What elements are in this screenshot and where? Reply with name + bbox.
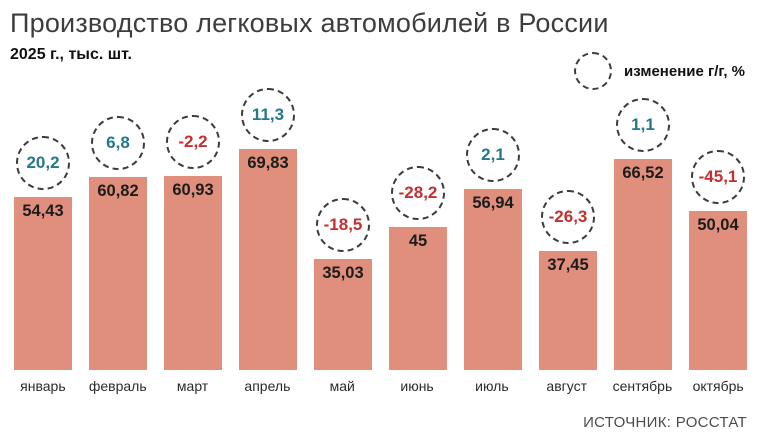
bar-column: 20,2 54,43 <box>14 88 72 370</box>
bar: 60,93 <box>164 176 222 370</box>
month-label: октябрь <box>692 378 744 394</box>
bar-column: -2,2 60,93 <box>164 88 222 370</box>
change-value-label: 6,8 <box>106 133 130 152</box>
change-value-label: 2,1 <box>481 145 505 164</box>
bar-value-label: 56,94 <box>472 194 514 212</box>
chart-subtitle: 2025 г., тыс. шт. <box>10 46 132 63</box>
change-bubble: 2,1 <box>466 128 520 182</box>
bar-column: -28,2 45 <box>389 88 447 370</box>
bar-value-label: 37,45 <box>547 256 589 274</box>
bar-value-label: 60,93 <box>172 181 214 199</box>
bar-value-label: 50,04 <box>697 216 739 234</box>
change-bubble: -18,5 <box>316 198 370 252</box>
month-label: июль <box>475 378 509 394</box>
dashed-circle-icon <box>574 52 613 90</box>
header: Производство легковых автомобилей в Росс… <box>0 0 761 64</box>
bar-value-label: 45 <box>408 232 428 250</box>
source-credit: ИСТОЧНИК: РОССТАТ <box>583 414 747 431</box>
change-bubble: -2,2 <box>166 115 220 169</box>
bar: 54,43 <box>14 197 72 370</box>
change-value-label: -26,3 <box>548 207 588 226</box>
bar: 45 <box>389 227 447 370</box>
change-value-label: 11,3 <box>251 105 285 124</box>
month-label: август <box>546 378 587 394</box>
change-value-label: -2,2 <box>178 132 208 151</box>
bar-column: 2,1 56,94 <box>464 88 522 370</box>
bar-value-label: 69,83 <box>247 154 289 172</box>
bar: 56,94 <box>464 189 522 370</box>
months-row: январь февраль март апрель май июнь июль август… <box>0 378 761 394</box>
bar-column: -45,1 50,04 <box>689 88 747 370</box>
bar-column: -26,3 37,45 <box>539 88 597 370</box>
bar-value-label: 66,52 <box>622 164 664 182</box>
bar-column: 11,3 69,83 <box>239 88 297 370</box>
bar-value-label: 60,82 <box>97 182 139 200</box>
bar: 50,04 <box>689 211 747 370</box>
month-label: июнь <box>400 378 434 394</box>
bar-column: -18,5 35,03 <box>314 88 372 370</box>
month-label: сентябрь <box>612 378 673 394</box>
change-value-label: 1,1 <box>631 115 655 134</box>
bar-column: 1,1 66,52 <box>614 88 672 370</box>
bars-row: 20,2 54,43 6,8 60,82 -2,2 60,93 11,3 69,83 -18,5… <box>0 88 761 370</box>
change-bubble: -26,3 <box>541 190 595 244</box>
bar-chart: 20,2 54,43 6,8 60,82 -2,2 60,93 11,3 69,83 -18,5… <box>0 64 761 394</box>
change-value-label: -28,2 <box>398 183 438 202</box>
bar-value-label: 54,43 <box>22 202 64 220</box>
bar: 60,82 <box>89 177 147 370</box>
change-bubble: 20,2 <box>16 136 70 190</box>
change-value-label: -18,5 <box>323 215 363 234</box>
legend: изменение г/г, % <box>574 52 745 90</box>
month-label: апрель <box>244 378 291 394</box>
change-bubble: 11,3 <box>241 88 295 142</box>
month-label: май <box>329 378 355 394</box>
month-label: март <box>176 378 209 394</box>
bar-column: 6,8 60,82 <box>89 88 147 370</box>
bar-value-label: 35,03 <box>322 264 364 282</box>
bar: 37,45 <box>539 251 597 370</box>
month-label: февраль <box>88 378 147 394</box>
change-bubble: 1,1 <box>616 98 670 152</box>
change-bubble: 6,8 <box>91 116 145 170</box>
page-title: Производство легковых автомобилей в Росс… <box>10 8 609 38</box>
change-bubble: -28,2 <box>391 166 445 220</box>
month-label: январь <box>20 378 66 394</box>
bar: 69,83 <box>239 149 297 370</box>
change-value-label: -45,1 <box>698 167 738 186</box>
bar: 66,52 <box>614 159 672 370</box>
legend-label: изменение г/г, % <box>624 62 745 80</box>
change-value-label: 20,2 <box>26 153 60 172</box>
bar: 35,03 <box>314 259 372 370</box>
change-bubble: -45,1 <box>691 150 745 204</box>
